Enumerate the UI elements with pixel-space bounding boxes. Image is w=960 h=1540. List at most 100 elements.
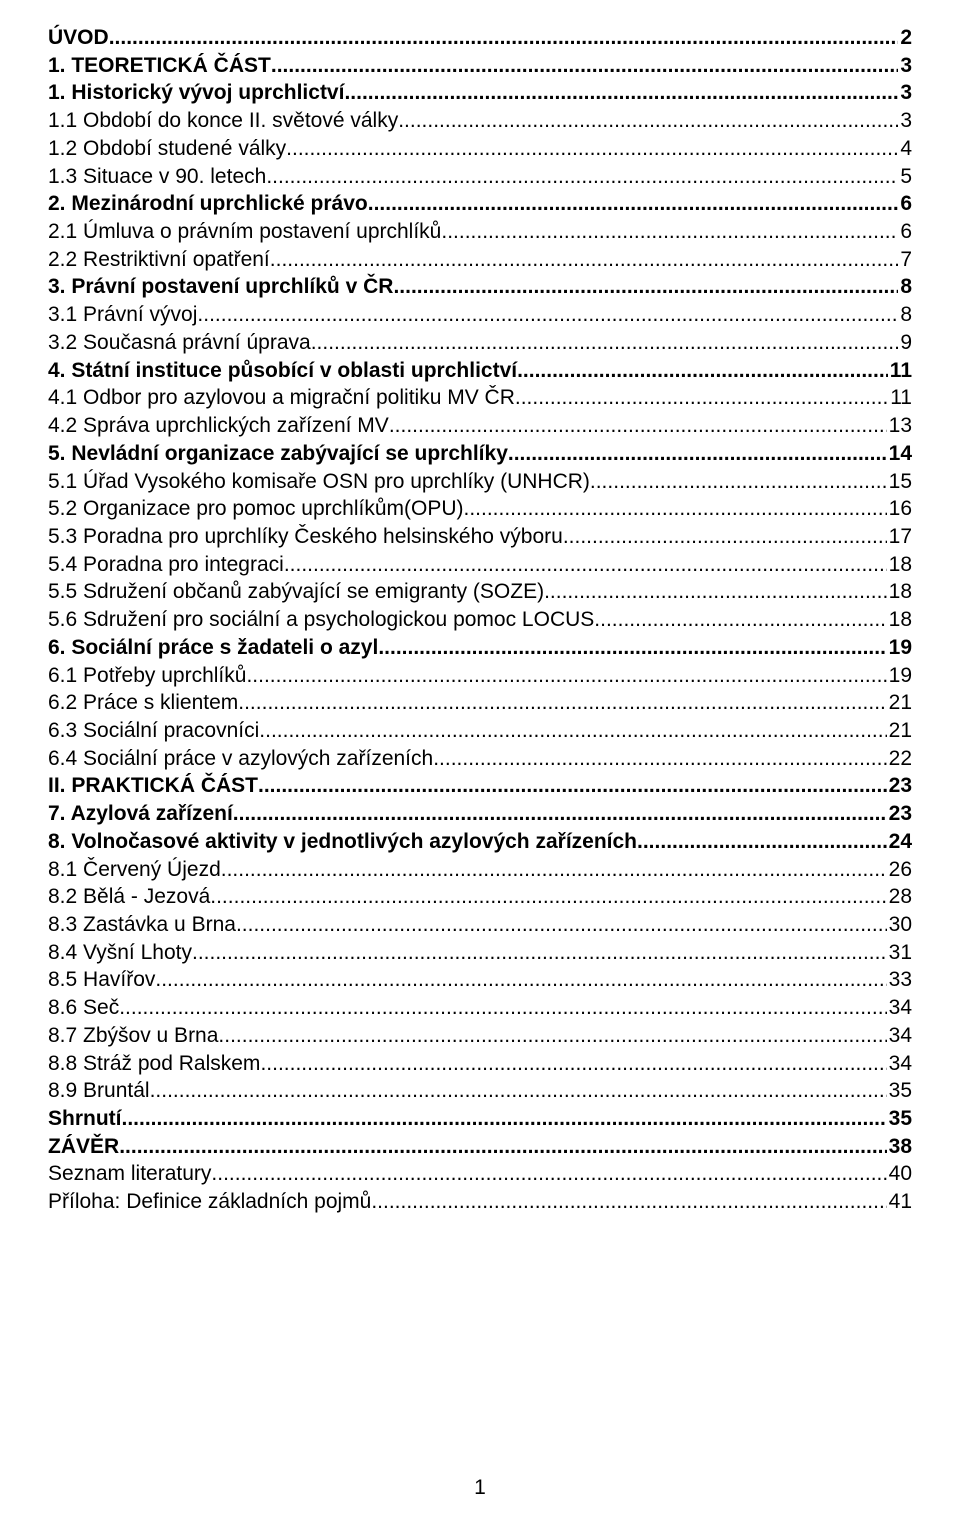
- toc-row: 2.2 Restriktivní opatření7: [48, 246, 912, 274]
- toc-page-number: 17: [887, 523, 912, 551]
- toc-label: 8.9 Bruntál: [48, 1077, 150, 1105]
- toc-page-number: 7: [898, 246, 912, 274]
- toc-label: 5.3 Poradna pro uprchlíky Českého helsin…: [48, 523, 563, 551]
- toc-row: 6. Sociální práce s žadateli o azyl 19: [48, 634, 912, 662]
- toc-label: 1. Historický vývoj uprchlictví: [48, 79, 344, 107]
- toc-row: 8.9 Bruntál35: [48, 1077, 912, 1105]
- toc-page-number: 6: [898, 190, 912, 218]
- toc-row: 8.1 Červený Újezd26: [48, 856, 912, 884]
- toc-page-number: 6: [898, 218, 912, 246]
- toc-row: 5. Nevládní organizace zabývající se upr…: [48, 440, 912, 468]
- toc-dots: [266, 163, 898, 191]
- toc-page-number: 21: [887, 689, 912, 717]
- toc-label: II. PRAKTICKÁ ČÁST: [48, 772, 258, 800]
- toc-label: Seznam literatury: [48, 1160, 211, 1188]
- toc-label: 8. Volnočasové aktivity v jednotlivých a…: [48, 828, 637, 856]
- toc-row: Příloha: Definice základních pojmů41: [48, 1188, 912, 1216]
- toc-label: 1.2 Období studené války: [48, 135, 286, 163]
- toc-dots: [218, 1022, 886, 1050]
- toc-dots: [398, 107, 898, 135]
- toc-dots: [508, 440, 887, 468]
- toc-page-number: 3: [898, 52, 912, 80]
- toc-dots: [259, 717, 886, 745]
- toc-dots: [211, 1160, 886, 1188]
- toc-row: 1.3 Situace v 90. letech5: [48, 163, 912, 191]
- toc-dots: [433, 745, 886, 773]
- toc-page-number: 26: [887, 856, 912, 884]
- toc-label: 8.7 Zbýšov u Brna: [48, 1022, 218, 1050]
- toc-label: 4.2 Správa uprchlických zařízení MV: [48, 412, 389, 440]
- toc-label: 4. Státní instituce působící v oblasti u…: [48, 357, 517, 385]
- toc-page-number: 8: [898, 273, 912, 301]
- toc-dots: [119, 994, 886, 1022]
- toc-row: 1.2 Období studené války4: [48, 135, 912, 163]
- toc-dots: [371, 1188, 886, 1216]
- toc-page-number: 21: [887, 717, 912, 745]
- toc-label: 5.2 Organizace pro pomoc uprchlíkům(OPU): [48, 495, 464, 523]
- toc-dots: [344, 79, 898, 107]
- toc-page-number: 34: [887, 1022, 912, 1050]
- toc-page-number: 23: [887, 772, 912, 800]
- toc-row: 7. Azylová zařízení23: [48, 800, 912, 828]
- toc-label: 8.5 Havířov: [48, 966, 155, 994]
- toc-dots: [393, 273, 898, 301]
- toc-row: 8. Volnočasové aktivity v jednotlivých a…: [48, 828, 912, 856]
- toc-page-number: 8: [898, 301, 912, 329]
- toc-row: 5.2 Organizace pro pomoc uprchlíkům(OPU)…: [48, 495, 912, 523]
- toc-dots: [119, 1133, 886, 1161]
- toc-dots: [258, 772, 887, 800]
- toc-row: 1.1 Období do konce II. světové války3: [48, 107, 912, 135]
- toc-row: 5.4 Poradna pro integraci18: [48, 551, 912, 579]
- toc-row: 6.1 Potřeby uprchlíků19: [48, 662, 912, 690]
- toc-label: 2.1 Úmluva o právním postavení uprchlíků: [48, 218, 441, 246]
- toc-dots: [197, 301, 898, 329]
- toc-row: 6.2 Práce s klientem21: [48, 689, 912, 717]
- toc-row: Shrnutí 35: [48, 1105, 912, 1133]
- toc-page-number: 22: [887, 745, 912, 773]
- toc-page-number: 13: [887, 412, 912, 440]
- toc-row: 4. Státní instituce působící v oblasti u…: [48, 357, 912, 385]
- toc-page: ÚVOD21. TEORETICKÁ ČÁST31. Historický vý…: [0, 0, 960, 1540]
- toc-dots: [286, 135, 898, 163]
- toc-dots: [236, 911, 887, 939]
- toc-dots: [517, 357, 888, 385]
- toc-page-number: 9: [898, 329, 912, 357]
- toc-label: 6.4 Sociální práce v azylových zařízeníc…: [48, 745, 433, 773]
- toc-row: 2. Mezinárodní uprchlické právo6: [48, 190, 912, 218]
- toc-row: 2.1 Úmluva o právním postavení uprchlíků…: [48, 218, 912, 246]
- toc-page-number: 23: [887, 800, 912, 828]
- toc-label: 5.1 Úřad Vysokého komisaře OSN pro uprch…: [48, 468, 590, 496]
- toc-label: ZÁVĚR: [48, 1133, 119, 1161]
- toc-dots: [378, 634, 886, 662]
- toc-page-number: 28: [887, 883, 912, 911]
- toc-row: 5.1 Úřad Vysokého komisaře OSN pro uprch…: [48, 468, 912, 496]
- toc-dots: [590, 468, 887, 496]
- toc-page-number: 11: [888, 357, 912, 385]
- toc-label: 6. Sociální práce s žadateli o azyl: [48, 634, 378, 662]
- toc-label: 8.4 Vyšní Lhoty: [48, 939, 192, 967]
- toc-row: 8.5 Havířov33: [48, 966, 912, 994]
- toc-page-number: 3: [898, 107, 912, 135]
- toc-page-number: 18: [887, 578, 912, 606]
- toc-label: Shrnutí: [48, 1105, 122, 1133]
- toc-page-number: 3: [898, 79, 912, 107]
- toc-row: 6.4 Sociální práce v azylových zařízeníc…: [48, 745, 912, 773]
- toc-page-number: 14: [887, 440, 912, 468]
- page-number: 1: [48, 1476, 912, 1500]
- toc-page-number: 19: [887, 634, 912, 662]
- toc-row: 3.2 Současná právní úprava9: [48, 329, 912, 357]
- toc-label: 1.3 Situace v 90. letech: [48, 163, 266, 191]
- toc-dots: [441, 218, 898, 246]
- toc-row: 5.3 Poradna pro uprchlíky Českého helsin…: [48, 523, 912, 551]
- toc-dots: [192, 939, 887, 967]
- toc-row: 1. Historický vývoj uprchlictví 3: [48, 79, 912, 107]
- toc-dots: [270, 246, 899, 274]
- toc-list: ÚVOD21. TEORETICKÁ ČÁST31. Historický vý…: [48, 24, 912, 1216]
- toc-page-number: 35: [887, 1105, 912, 1133]
- toc-dots: [150, 1077, 887, 1105]
- toc-dots: [260, 1050, 886, 1078]
- toc-dots: [155, 966, 886, 994]
- toc-label: 8.6 Seč: [48, 994, 119, 1022]
- toc-label: 5.4 Poradna pro integraci: [48, 551, 284, 579]
- toc-row: 1. TEORETICKÁ ČÁST3: [48, 52, 912, 80]
